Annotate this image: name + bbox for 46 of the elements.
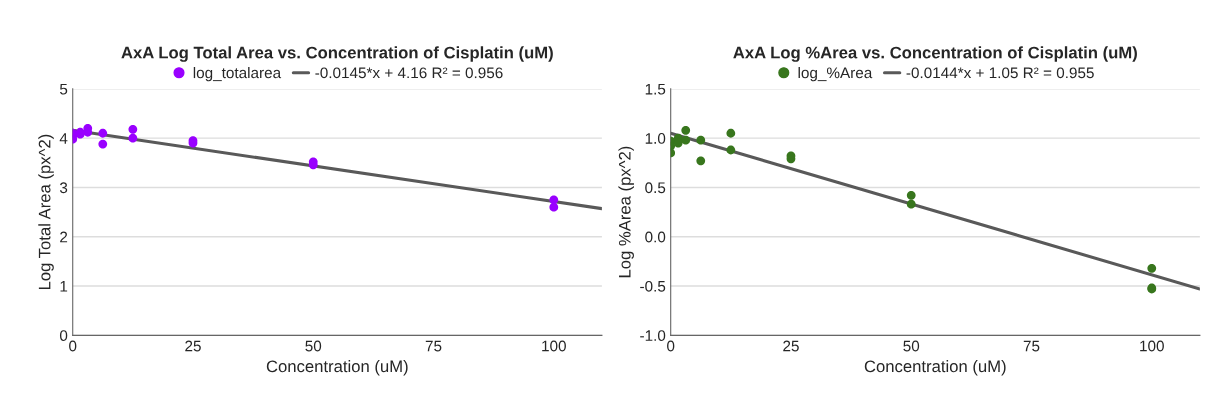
point xyxy=(906,199,916,209)
x-tick-label: 75 xyxy=(1023,340,1040,352)
point xyxy=(128,133,138,143)
point xyxy=(98,128,108,138)
legend-label: -0.0145*x + 4.16 R² = 0.956 xyxy=(315,67,503,79)
x-tick-label: 50 xyxy=(903,340,920,352)
x-tick-label: 0 xyxy=(69,340,77,352)
y-tick-label: -1.0 xyxy=(640,330,666,342)
y-axis-title: Log Total Area (px^2) xyxy=(38,134,54,290)
y-tick-label: -0.5 xyxy=(640,280,666,292)
chart-title: AxA Log Total Area vs. Concentration of Cisplatin (uM) xyxy=(121,46,553,62)
y-tick-label: 5 xyxy=(59,83,68,95)
point xyxy=(128,124,138,134)
legend-label: log_totalarea xyxy=(193,67,282,82)
point xyxy=(681,125,691,135)
point xyxy=(549,202,559,212)
y-tick-label: 0.5 xyxy=(645,182,666,194)
point xyxy=(906,190,916,200)
point xyxy=(726,128,736,138)
x-axis-title: Concentration (uM) xyxy=(864,359,1006,376)
legend-label: -0.0144*x + 1.05 R² = 0.955 xyxy=(906,67,1094,79)
legend-label: log_%Area xyxy=(798,67,873,82)
point xyxy=(696,135,706,145)
y-tick-label: 4 xyxy=(59,133,68,144)
y-tick-label: 1 xyxy=(60,281,68,292)
x-tick-label: 100 xyxy=(1140,340,1164,352)
y-tick-label: 1.0 xyxy=(645,133,666,144)
x-tick-label: 25 xyxy=(185,340,201,352)
x-tick-label: 100 xyxy=(542,340,566,352)
x-tick-label: 75 xyxy=(425,340,442,352)
point xyxy=(726,145,736,155)
chart-title: AxA Log %Area vs. Concentration of Cisplatin (uM) xyxy=(733,46,1137,62)
y-tick-label: 0.0 xyxy=(645,231,666,243)
x-tick-label: 0 xyxy=(667,340,675,352)
point xyxy=(1147,263,1157,273)
point xyxy=(696,156,706,166)
point xyxy=(98,139,108,149)
y-tick-label: 1.5 xyxy=(645,83,666,95)
point xyxy=(681,135,691,145)
x-tick-label: 25 xyxy=(783,340,799,352)
y-tick-label: 0 xyxy=(59,330,68,342)
y-tick-label: 2 xyxy=(60,231,68,243)
x-axis-title: Concentration (uM) xyxy=(266,359,408,376)
y-axis-title: Log %Area (px^2) xyxy=(618,146,634,278)
x-tick-label: 50 xyxy=(305,340,322,352)
y-tick-label: 3 xyxy=(59,182,68,194)
